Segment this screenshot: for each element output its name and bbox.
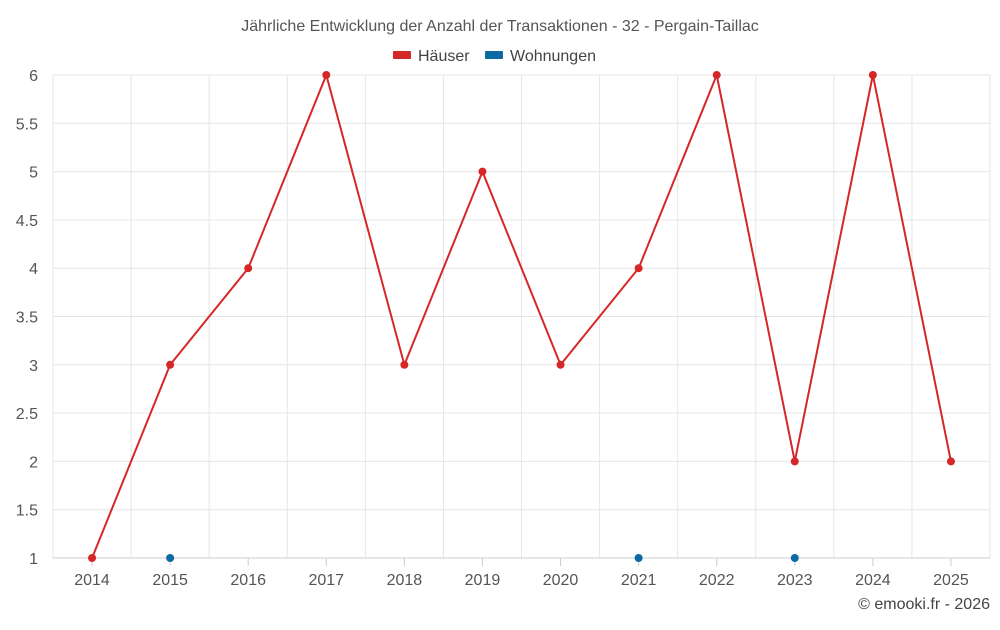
series-1 — [166, 554, 799, 562]
y-tick-label: 5 — [29, 165, 38, 182]
y-tick-label: 5.5 — [16, 116, 38, 133]
series-line — [91, 74, 952, 559]
y-tick-label: 6 — [29, 68, 38, 85]
x-tick-label: 2017 — [308, 572, 344, 589]
y-tick-label: 2.5 — [16, 406, 38, 423]
data-point[interactable] — [88, 554, 97, 562]
data-point[interactable] — [634, 264, 643, 273]
legend: Häuser Wohnungen — [393, 48, 596, 65]
chart-title: Jährliche Entwicklung der Anzahl der Tra… — [241, 18, 759, 35]
x-tick-label: 2020 — [543, 572, 579, 589]
y-tick-label: 4 — [29, 261, 38, 278]
data-point[interactable] — [790, 457, 799, 466]
legend-item-wohnungen[interactable]: Wohnungen — [485, 48, 596, 65]
y-tick-label: 3 — [29, 358, 38, 375]
legend-label-haeuser: Häuser — [418, 48, 470, 65]
series-0 — [88, 71, 955, 562]
data-point[interactable] — [946, 457, 955, 466]
x-tick-label: 2015 — [152, 572, 188, 589]
credit-label: © emooki.fr - 2026 — [858, 596, 990, 613]
data-point[interactable] — [634, 554, 643, 562]
series — [88, 71, 955, 562]
data-point[interactable] — [166, 554, 175, 562]
x-tick-label: 2023 — [777, 572, 813, 589]
data-point[interactable] — [400, 360, 409, 369]
y-tick-label: 2 — [29, 454, 38, 471]
y-tick-label: 1.5 — [16, 503, 38, 520]
y-tick-label: 1 — [29, 551, 38, 568]
data-point[interactable] — [322, 71, 331, 79]
legend-swatch-haeuser — [393, 51, 411, 59]
y-tick-label: 3.5 — [16, 310, 38, 327]
data-point[interactable] — [712, 71, 721, 79]
legend-swatch-wohnungen — [485, 51, 503, 59]
data-point[interactable] — [868, 71, 877, 79]
x-tick-label: 2016 — [230, 572, 266, 589]
x-tick-label: 2018 — [387, 572, 423, 589]
x-tick-label: 2025 — [933, 572, 969, 589]
legend-label-wohnungen: Wohnungen — [510, 48, 596, 65]
legend-item-haeuser[interactable]: Häuser — [393, 48, 470, 65]
y-tick-label: 4.5 — [16, 213, 38, 230]
x-tick-label: 2019 — [465, 572, 501, 589]
data-point[interactable] — [478, 167, 487, 176]
x-tick-label: 2024 — [855, 572, 891, 589]
data-point[interactable] — [166, 360, 175, 369]
data-point[interactable] — [244, 264, 253, 273]
x-tick-label: 2021 — [621, 572, 657, 589]
axes: 1 1.5 2 2.5 3 3.5 4 4.5 5 5.5 6 2014 2015 2016 2017 201… — [16, 68, 990, 589]
data-point[interactable] — [556, 360, 565, 369]
grid — [52, 74, 991, 558]
x-tick-label: 2022 — [699, 572, 735, 589]
data-point[interactable] — [790, 554, 799, 562]
x-tick-label: 2014 — [74, 572, 110, 589]
